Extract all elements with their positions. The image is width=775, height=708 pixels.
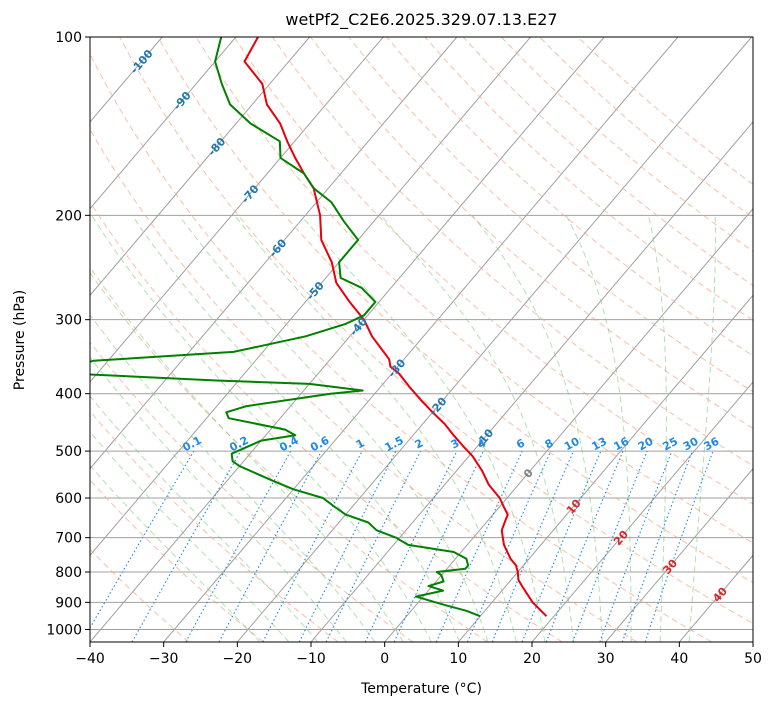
mixing-ratio-label: 25: [660, 435, 680, 454]
chart-title: wetPf2_C2E6.2025.329.07.13.E27: [285, 10, 557, 30]
mixing-ratio-line: [325, 450, 422, 642]
moist-adiabat-line: [234, 214, 517, 642]
y-tick-label: 1000: [46, 622, 82, 638]
series-layer: [90, 37, 548, 618]
y-tick-label: 900: [55, 595, 82, 611]
mixing-ratio-line: [599, 450, 673, 642]
isotherm-line: [90, 37, 237, 210]
x-tick-label: 0: [380, 651, 389, 667]
moist-adiabat-line: [90, 356, 347, 642]
dry-adiabat-line: [90, 341, 414, 642]
dry-adiabat-line: [348, 37, 753, 393]
dry-adiabat-line: [119, 37, 753, 624]
isotherm-line: [90, 37, 458, 470]
moist-adiabat-line: [178, 215, 489, 642]
mixing-ratio-label: 36: [702, 435, 722, 454]
y-tick-label: 700: [55, 531, 82, 547]
moist-adiabat-line: [90, 431, 290, 642]
mixing-ratio-line: [218, 450, 322, 642]
moist-adiabat-line: [90, 464, 261, 642]
x-tick-label: 10: [449, 651, 467, 667]
moist-adiabat-line: [90, 395, 319, 642]
mixing-ratio-line: [572, 450, 648, 642]
plot-frame: [89, 36, 754, 643]
dry-adiabat-line: [271, 37, 753, 467]
mixing-ratio-line: [545, 450, 624, 642]
mixing-ratio-line: [466, 450, 552, 642]
temperature-profile-line: [243, 37, 548, 617]
dry-adiabat-line: [195, 37, 753, 544]
mixing-ratio-label: 30: [681, 435, 701, 454]
isotherm-line: [163, 37, 679, 642]
dry-adiabat-line: [90, 201, 563, 642]
isotherm-line: [90, 37, 605, 642]
isotherm-line: [90, 37, 310, 297]
mixing-ratio-line: [521, 450, 602, 642]
isotherm-line: [457, 294, 753, 642]
mixing-ratio-label: 10: [562, 435, 582, 454]
y-tick-label: 300: [55, 313, 82, 329]
y-tick-label: 200: [55, 208, 82, 224]
isotherm-line: [605, 467, 753, 642]
mixing-ratio-line: [435, 450, 523, 642]
x-axis-label: Temperature (°C): [360, 681, 482, 697]
mixing-ratio-label: 20: [636, 435, 656, 454]
moist-adiabat-line: [90, 266, 404, 642]
dry-adiabat-line: [90, 479, 264, 642]
dry-adiabat-line: [233, 37, 753, 505]
dewpoint-profile-line: [90, 37, 481, 618]
moist-adiabat-line: [647, 215, 667, 642]
y-tick-label: 600: [55, 491, 82, 507]
x-tick-label: −10: [296, 651, 326, 667]
isotherm-line: [90, 37, 384, 383]
x-tick-label: −40: [75, 651, 105, 667]
dry-adiabat-line: [462, 37, 753, 287]
y-tick-label: 400: [55, 387, 82, 403]
moist-adiabat-line: [90, 314, 376, 642]
dry-adiabat-line: [90, 52, 712, 642]
grid-layer: [90, 37, 753, 642]
moist-adiabat-line: [688, 215, 716, 642]
dry-adiabat-line: [310, 37, 753, 430]
mixing-ratio-line: [621, 450, 693, 642]
isotherm-line: [90, 37, 531, 557]
x-tick-label: 40: [670, 651, 688, 667]
mixing-ratio-line: [185, 450, 292, 642]
moist-adiabat-line: [471, 214, 603, 642]
moist-adiabat-line: [565, 215, 632, 642]
y-axis-label: Pressure (hPa): [12, 290, 28, 390]
dry-adiabat-line: [90, 548, 190, 642]
isotherm-line: [384, 207, 753, 642]
mixing-ratio-label: 16: [612, 435, 632, 454]
y-tick-label: 500: [55, 444, 82, 460]
x-tick-label: 20: [523, 651, 541, 667]
moist-adiabat-line: [380, 214, 575, 642]
x-tick-label: 30: [597, 651, 615, 667]
mixing-ratio-line: [644, 450, 714, 642]
mixing-ratio-label: 13: [589, 435, 609, 454]
mixing-ratio-line: [491, 450, 575, 642]
x-tick-label: −30: [149, 651, 179, 667]
x-tick-label: −20: [223, 651, 253, 667]
isotherm-line: [236, 37, 752, 642]
y-tick-label: 800: [55, 565, 82, 581]
mixing-ratio-line: [298, 450, 397, 642]
x-tick-label: 50: [744, 651, 762, 667]
y-tick-label: 100: [55, 30, 82, 46]
isotherm-line: [531, 381, 753, 642]
